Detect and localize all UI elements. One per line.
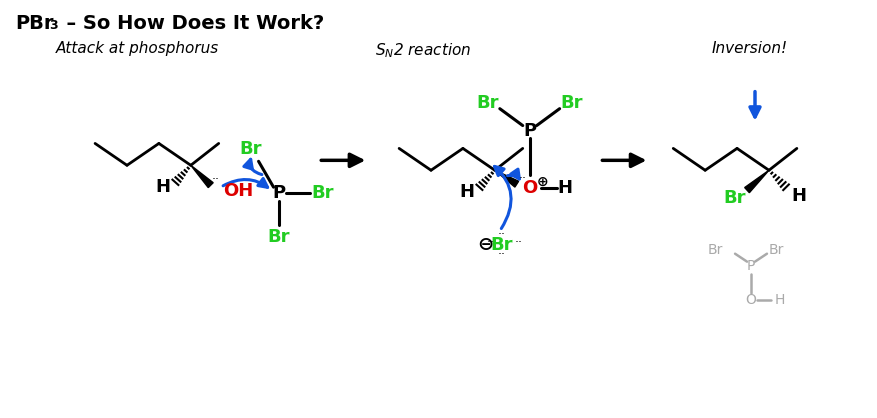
Text: O: O bbox=[522, 179, 537, 197]
Text: ··: ·· bbox=[211, 173, 219, 186]
Text: ··: ·· bbox=[518, 172, 526, 185]
Text: H: H bbox=[557, 179, 572, 197]
Text: Br: Br bbox=[560, 94, 582, 112]
Text: Br: Br bbox=[267, 228, 289, 246]
Text: Br: Br bbox=[768, 243, 783, 257]
Polygon shape bbox=[190, 165, 213, 188]
Text: H: H bbox=[459, 183, 474, 201]
Text: H: H bbox=[790, 187, 805, 205]
Text: ··: ·· bbox=[497, 228, 505, 241]
Text: PBr: PBr bbox=[15, 14, 53, 33]
Text: – So How Does It Work?: – So How Does It Work? bbox=[53, 14, 324, 33]
Text: ··: ·· bbox=[514, 236, 522, 249]
Text: $S_N$2 reaction: $S_N$2 reaction bbox=[374, 41, 471, 60]
Polygon shape bbox=[495, 170, 518, 187]
Text: Br: Br bbox=[707, 243, 723, 257]
Text: Attack at phosphorus: Attack at phosphorus bbox=[56, 41, 219, 56]
Text: O: O bbox=[745, 293, 756, 307]
Text: P: P bbox=[523, 122, 536, 140]
Text: P: P bbox=[272, 184, 285, 202]
Text: Inversion!: Inversion! bbox=[710, 41, 787, 56]
Text: ⊕: ⊕ bbox=[536, 175, 548, 189]
Text: Br: Br bbox=[476, 94, 498, 112]
Text: ⊖: ⊖ bbox=[477, 235, 494, 254]
Text: Br: Br bbox=[310, 184, 333, 202]
Text: OH: OH bbox=[223, 182, 253, 200]
Text: P: P bbox=[746, 259, 754, 273]
Text: H: H bbox=[155, 178, 170, 196]
Text: ··: ·· bbox=[486, 236, 495, 249]
Text: H: H bbox=[774, 293, 784, 307]
Text: ··: ·· bbox=[497, 248, 505, 261]
Polygon shape bbox=[744, 170, 768, 193]
Text: Br: Br bbox=[239, 140, 261, 158]
Text: 3: 3 bbox=[49, 19, 58, 32]
Text: Br: Br bbox=[723, 189, 745, 207]
Text: Br: Br bbox=[490, 236, 512, 254]
